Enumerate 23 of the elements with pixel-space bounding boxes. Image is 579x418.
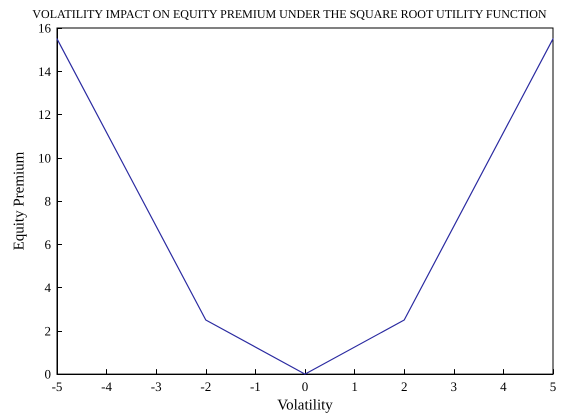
y-tick-label: 6 <box>44 236 52 252</box>
x-tick-label: 2 <box>400 379 408 394</box>
x-tick-label: -3 <box>150 379 162 394</box>
y-tick-label: 2 <box>44 323 51 338</box>
x-tick-label: 1 <box>351 379 358 394</box>
x-tick-label: 0 <box>302 379 308 394</box>
x-tick-label: -4 <box>101 379 113 394</box>
x-tick-label: 5 <box>550 379 556 394</box>
x-tick-label: 4 <box>500 379 508 394</box>
x-tick-label: -5 <box>52 379 62 394</box>
y-axis-title: Equity Premium <box>12 151 28 250</box>
y-tick-label: 12 <box>38 107 51 122</box>
y-tick-label: 4 <box>44 280 52 296</box>
y-tick-label: 16 <box>38 20 52 36</box>
y-tick-label: 8 <box>44 194 51 209</box>
y-tick-label: 0 <box>44 366 51 382</box>
x-tick-label: -1 <box>250 379 261 394</box>
y-tick-label: 14 <box>38 64 52 79</box>
x-tick-label: -2 <box>200 379 212 394</box>
y-tick-label: 10 <box>38 150 51 166</box>
x-tick-label: 3 <box>450 379 458 394</box>
chart-title: VOLATILITY IMPACT ON EQUITY PREMIUM UNDER THE SQUARE ROOT UTILITY FUNCTION <box>32 7 547 21</box>
x-axis-title: Volatility <box>277 398 334 414</box>
